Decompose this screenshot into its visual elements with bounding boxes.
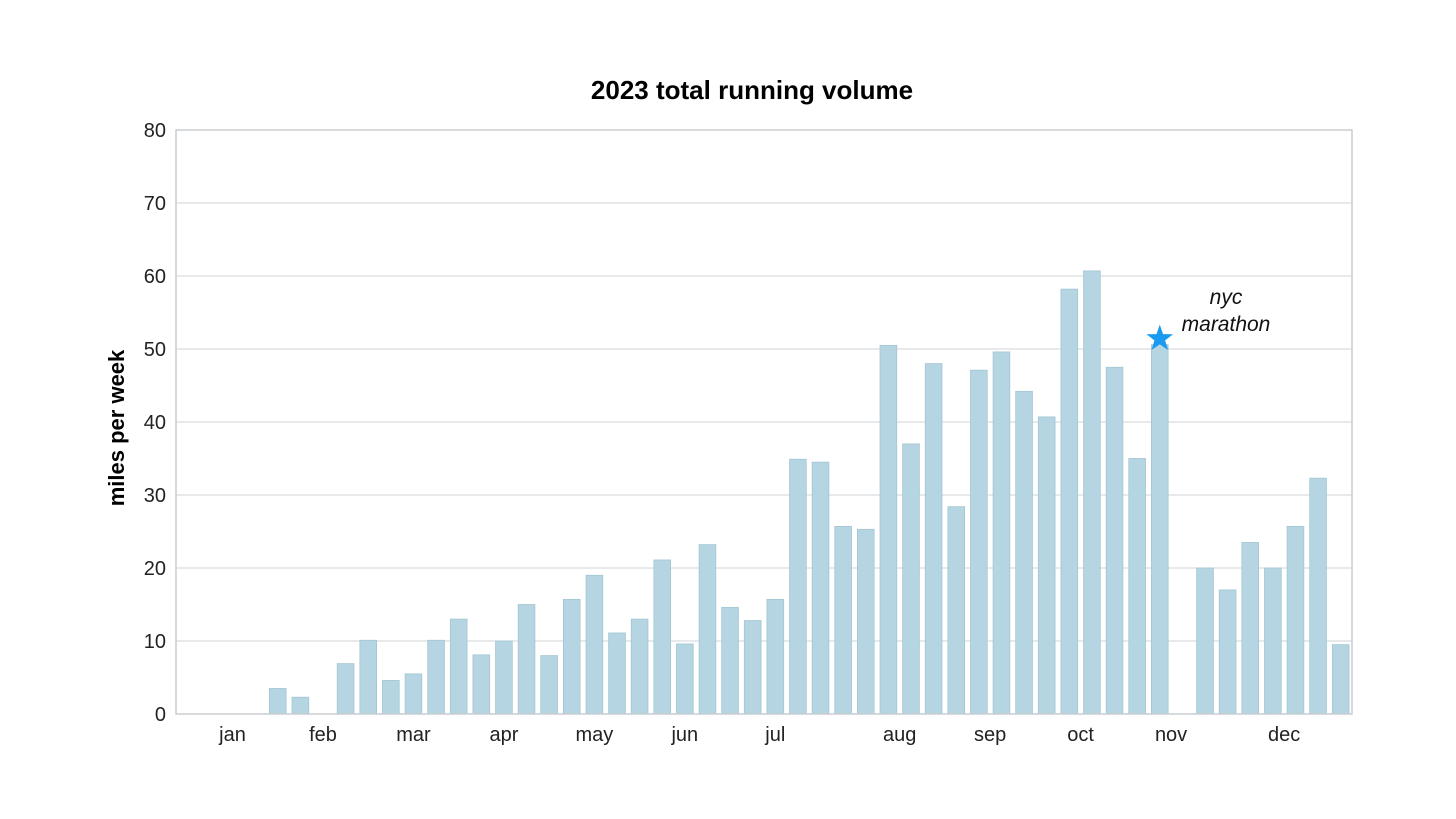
bar (766, 598, 785, 715)
bar (449, 618, 468, 715)
bar (291, 696, 310, 715)
y-tick-labels: 0 10 20 30 40 50 60 70 80 (144, 120, 166, 726)
bar (1264, 567, 1282, 715)
bar (1218, 589, 1237, 715)
bar (698, 544, 717, 715)
y-tick-label: 40 (144, 412, 166, 434)
bar (743, 620, 762, 715)
bar (1309, 477, 1327, 715)
bar (1151, 344, 1169, 715)
x-tick-label: dec (1268, 724, 1300, 746)
chart-title: 2023 total running volume (591, 75, 913, 105)
bar (359, 639, 377, 715)
y-axis-label: miles per week (104, 349, 129, 506)
bar (404, 673, 423, 715)
bar (789, 458, 807, 715)
x-tick-label: sep (974, 724, 1006, 746)
bar (970, 369, 988, 715)
x-tick-label: may (575, 724, 613, 746)
bar (1083, 270, 1101, 715)
marathon-annotation: nyc marathon (1146, 286, 1270, 350)
bar (1241, 542, 1259, 715)
bar (1060, 288, 1079, 715)
y-tick-label: 80 (144, 120, 166, 142)
x-tick-label: apr (489, 724, 518, 746)
y-tick-label: 20 (144, 558, 166, 580)
bar (653, 559, 671, 715)
y-tick-label: 60 (144, 266, 166, 288)
bar (495, 640, 513, 715)
bar (1037, 416, 1056, 715)
bar (517, 604, 536, 715)
bar (608, 632, 626, 715)
x-tick-label: mar (396, 724, 431, 746)
x-tick-labels: jan feb mar apr may jun jul aug sep oct nov dec (218, 724, 1300, 746)
bar (1286, 525, 1305, 715)
bar (269, 688, 287, 715)
x-tick-label: feb (309, 724, 337, 746)
bar (563, 598, 581, 715)
x-tick-label: jan (218, 724, 246, 746)
x-tick-label: aug (883, 724, 916, 746)
x-tick-label: oct (1067, 724, 1094, 746)
y-tick-label: 0 (155, 704, 166, 726)
bar (472, 654, 491, 715)
bar (721, 607, 739, 715)
annotation-line-1: nyc (1210, 286, 1243, 309)
bar (1015, 390, 1033, 715)
bar (879, 344, 898, 715)
y-tick-label: 10 (144, 631, 166, 653)
x-tick-label: nov (1155, 724, 1187, 746)
bar (857, 528, 875, 715)
bar (1105, 366, 1124, 715)
bar (1196, 567, 1214, 715)
bar (676, 643, 694, 715)
bar (1128, 458, 1146, 715)
bar (382, 680, 400, 715)
bar (834, 525, 852, 715)
gridlines (176, 202, 1352, 642)
bar (947, 506, 965, 715)
x-tick-label: jun (670, 724, 698, 746)
x-tick-label: jul (764, 724, 785, 746)
y-tick-label: 30 (144, 485, 166, 507)
bar (427, 639, 445, 715)
y-tick-label: 50 (144, 339, 166, 361)
bars (269, 270, 1350, 715)
bar (924, 363, 943, 715)
bar (811, 461, 830, 715)
plot-frame (175, 129, 1353, 715)
bar (540, 655, 558, 715)
y-tick-label: 70 (144, 193, 166, 215)
bar (336, 663, 355, 715)
star-icon (1146, 324, 1174, 350)
bar (1331, 644, 1350, 715)
bar (630, 618, 649, 715)
bar (902, 443, 920, 715)
bar (585, 574, 604, 715)
bar (992, 351, 1011, 715)
annotation-line-2: marathon (1182, 313, 1271, 336)
